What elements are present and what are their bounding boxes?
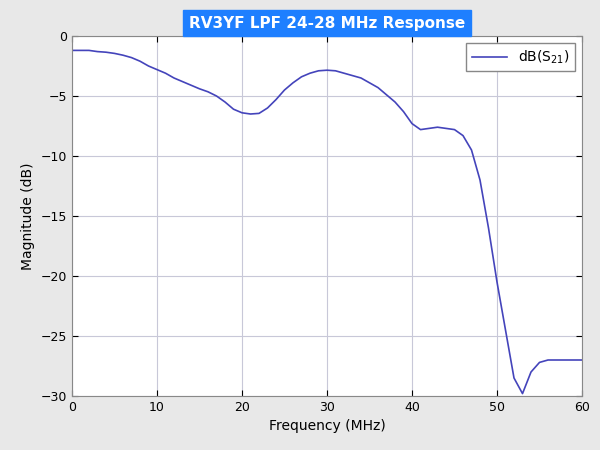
Legend: dB(S$_{21}$): dB(S$_{21}$): [466, 43, 575, 72]
Title: RV3YF LPF 24-28 MHz Response: RV3YF LPF 24-28 MHz Response: [189, 16, 465, 31]
Y-axis label: Magnitude (dB): Magnitude (dB): [21, 162, 35, 270]
X-axis label: Frequency (MHz): Frequency (MHz): [269, 419, 385, 433]
